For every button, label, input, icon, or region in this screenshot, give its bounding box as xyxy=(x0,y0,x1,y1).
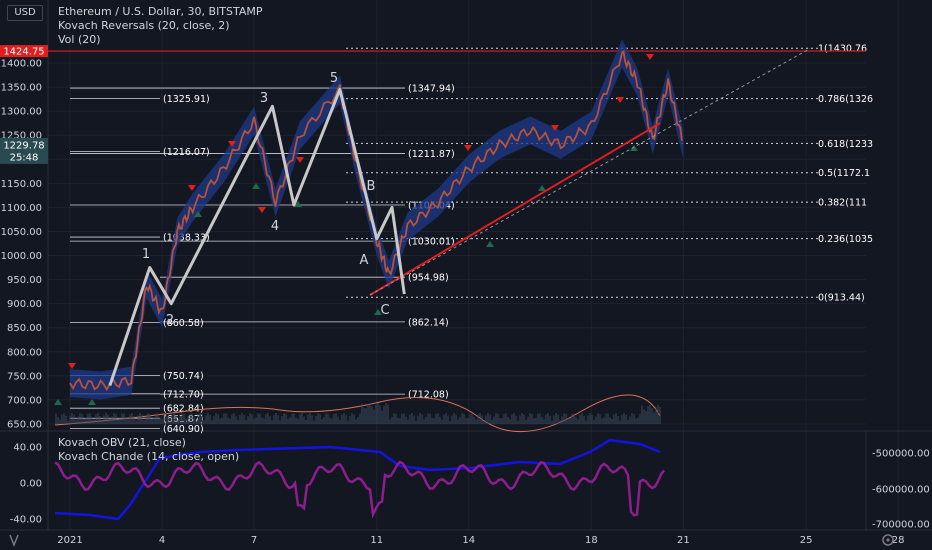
price-tick-label: 1250.00 xyxy=(1,131,42,142)
reversal-up-marker xyxy=(54,399,62,405)
reversal-down-marker xyxy=(258,207,266,213)
price-tick-label: 750.00 xyxy=(7,371,42,382)
level-label: (682.84) xyxy=(163,404,204,415)
chart-logo-icon xyxy=(9,534,19,548)
reversal-up-marker xyxy=(294,201,302,207)
indicator-kovach-obv[interactable]: Kovach OBV (21, close) xyxy=(58,436,186,449)
reversal-up-marker xyxy=(194,211,202,217)
reversal-up-marker xyxy=(486,241,494,247)
fib-label: 1(1430.76 xyxy=(818,44,867,55)
wave-label: B xyxy=(367,179,376,194)
currency-button[interactable]: USD xyxy=(7,5,43,21)
reversal-down-marker xyxy=(188,185,196,191)
chande-line xyxy=(54,460,666,519)
reversal-down-marker xyxy=(616,97,624,103)
indicator-volume[interactable]: Vol (20) xyxy=(58,33,101,46)
time-tick-label: 28 xyxy=(892,535,905,546)
reversal-up-marker xyxy=(374,309,382,315)
reversal-down-marker xyxy=(646,54,654,60)
lower-right-tick-label: -600000.00 xyxy=(872,485,930,496)
reversal-up-marker xyxy=(630,145,638,151)
fib-label: 0.382(111 xyxy=(818,198,867,209)
price-tick-label: 650.00 xyxy=(7,420,42,431)
wave-label: 4 xyxy=(271,219,279,234)
reversal-down-marker xyxy=(68,363,76,369)
wave-label: C xyxy=(380,303,389,318)
indicator-kovach-reversals[interactable]: Kovach Reversals (20, close, 2) xyxy=(58,19,230,32)
level-label: (1347.94) xyxy=(408,84,455,95)
level-label: (1216.07) xyxy=(163,147,210,158)
price-tick-label: 800.00 xyxy=(7,347,42,358)
fib-label: 0.5(1172.1 xyxy=(818,168,870,179)
time-tick-label: 11 xyxy=(370,535,383,546)
price-tick-label: 1300.00 xyxy=(1,107,42,118)
bar-countdown-label: 25:48 xyxy=(10,152,39,163)
symbol-title: Ethereum / U.S. Dollar, 30, BITSTAMP xyxy=(58,5,263,18)
time-tick-label: 14 xyxy=(462,535,475,546)
level-label: (661.87) xyxy=(163,414,204,425)
price-tick-label: 1100.00 xyxy=(1,203,42,214)
price-tick-label: 950.00 xyxy=(7,275,42,286)
price-tick-label: 1150.00 xyxy=(1,179,42,190)
time-tick-label: 4 xyxy=(159,535,165,546)
time-tick-label: 25 xyxy=(800,535,813,546)
fib-label: 0.236(1035 xyxy=(818,234,873,245)
reversal-down-marker xyxy=(228,141,236,147)
lower-left-tick-label: 40.00 xyxy=(13,443,42,454)
volume-ma-line xyxy=(54,394,661,433)
fib-label: 0.786(1326 xyxy=(818,94,873,105)
level-label: (712.70) xyxy=(163,389,204,400)
price-tick-label: 900.00 xyxy=(7,299,42,310)
reversal-up-marker xyxy=(88,399,96,405)
red-trend-line xyxy=(369,122,661,296)
lower-right-tick-label: -700000.00 xyxy=(872,520,930,531)
level-label: (1325.91) xyxy=(163,94,210,105)
reversal-up-marker xyxy=(538,185,546,191)
wave-label: 3 xyxy=(260,91,268,106)
price-tick-label: 1350.00 xyxy=(1,83,42,94)
price-band xyxy=(70,39,684,400)
elliott-wave-path xyxy=(108,87,406,386)
price-tick-label: 1400.00 xyxy=(1,59,42,70)
reversal-up-marker xyxy=(252,183,260,189)
red-line-price-badge-bg xyxy=(0,45,48,58)
level-label: (954.98) xyxy=(408,273,449,284)
level-label: (1030.01) xyxy=(408,237,455,248)
price-tick-label: 1050.00 xyxy=(1,227,42,238)
indicator-kovach-chande[interactable]: Kovach Chande (14, close, open) xyxy=(58,450,240,463)
price-tick-label: 700.00 xyxy=(7,395,42,406)
lower-right-tick-label: -500000.00 xyxy=(872,449,930,460)
dashed-trend-line xyxy=(369,48,811,296)
level-label: (1211.87) xyxy=(408,149,455,160)
time-tick-label: 2021 xyxy=(57,535,82,546)
price-tick-label: 850.00 xyxy=(7,323,42,334)
level-label: (862.14) xyxy=(408,317,449,328)
time-tick-label: 18 xyxy=(585,535,598,546)
wave-label: A xyxy=(360,253,369,268)
time-tick-label: 21 xyxy=(677,535,690,546)
fib-label: 0.618(1233 xyxy=(818,139,873,150)
current-price-badge-bg xyxy=(0,137,48,164)
lower-left-tick-label: 0.00 xyxy=(20,479,42,490)
settings-gear-icon[interactable] xyxy=(882,534,894,546)
current-price-label: 1229.78 xyxy=(3,140,44,151)
level-label: (750.74) xyxy=(163,371,204,382)
wave-label: 1 xyxy=(142,247,150,262)
fib-label: 0(913.44) xyxy=(818,293,865,304)
reversal-down-marker xyxy=(296,157,304,163)
level-label: (860.58) xyxy=(163,318,204,329)
wave-label: 5 xyxy=(330,71,338,86)
red-line-price-badge: 1424.75 xyxy=(3,47,44,58)
price-tick-label: 1000.00 xyxy=(1,251,42,262)
reversal-down-marker xyxy=(464,145,472,151)
obv-line xyxy=(54,438,661,521)
level-label: (712.08) xyxy=(408,390,449,401)
level-label: (640.90) xyxy=(163,424,204,435)
level-label: (1038.33) xyxy=(163,233,210,244)
reversal-down-marker xyxy=(551,125,559,131)
time-tick-label: 7 xyxy=(251,535,257,546)
wave-label: 2 xyxy=(166,313,174,328)
lower-left-tick-label: -40.00 xyxy=(10,515,42,526)
